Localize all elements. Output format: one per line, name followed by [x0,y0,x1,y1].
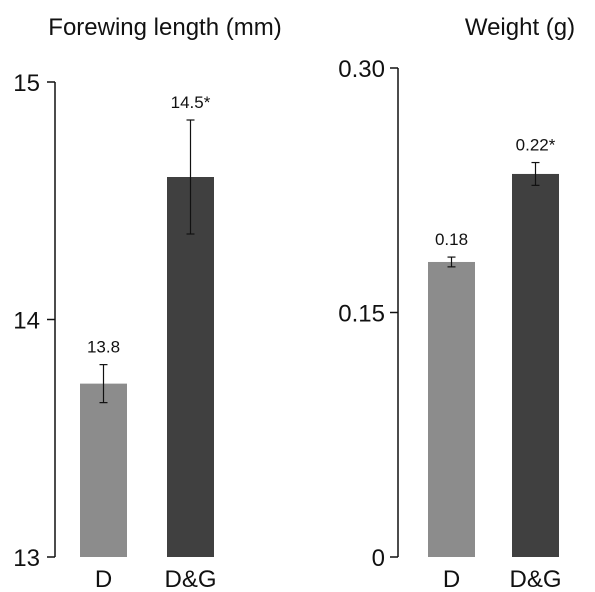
chart-title: Weight (g) [465,14,575,41]
bar-d [80,384,127,557]
category-label: D [443,566,460,592]
category-label: D&G [164,566,216,592]
bar-d [428,262,475,557]
bar-dg [512,174,559,557]
data-label: 0.18 [435,230,468,249]
y-tick-label: 13 [13,545,40,572]
data-label: 14.5* [171,93,211,112]
category-label: D [95,566,112,592]
data-label: 0.22* [516,136,556,155]
chart-title: Forewing length (mm) [48,14,281,41]
y-tick-label: 0.15 [338,301,385,328]
y-tick-label: 0 [372,545,385,572]
y-tick-label: 14 [13,308,40,335]
data-label: 13.8 [87,338,120,357]
y-tick-label: 0.30 [338,56,385,83]
y-tick-label: 15 [13,70,40,97]
category-label: D&G [509,566,561,592]
